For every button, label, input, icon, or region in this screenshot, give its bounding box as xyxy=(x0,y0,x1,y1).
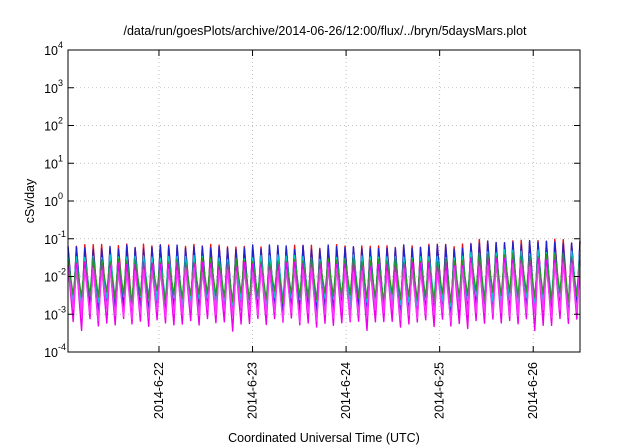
y-tick-label: 10 1 xyxy=(44,153,63,171)
x-axis-label: Coordinated Universal Time (UTC) xyxy=(228,431,420,445)
y-tick-label: 10 0 xyxy=(44,191,63,209)
y-tick-base: 10 xyxy=(44,157,58,171)
y-tick-label: 10 -2 xyxy=(44,267,66,285)
chart-title: /data/run/goesPlots/archive/2014-06-26/1… xyxy=(123,24,527,38)
y-tick-label: 10 2 xyxy=(44,116,63,134)
y-tick-exponent: -4 xyxy=(58,342,66,352)
y-tick-base: 10 xyxy=(44,120,58,134)
x-axis: 2014-6-22 2014-6-23 2014-6-24 2014-6-25 2014… xyxy=(152,50,540,419)
y-tick-exponent: 2 xyxy=(58,116,63,126)
y-tick-exponent: 1 xyxy=(58,153,63,163)
y-tick-exponent: 0 xyxy=(58,191,63,201)
series-group xyxy=(67,238,581,332)
y-tick-label: 10 -3 xyxy=(44,304,66,322)
y-tick-base: 10 xyxy=(44,346,58,360)
y-axis-label: cSv/day xyxy=(23,178,37,223)
y-tick-base: 10 xyxy=(44,44,58,58)
y-tick-exponent: -2 xyxy=(58,267,66,277)
y-tick-exponent: -3 xyxy=(58,304,66,314)
y-tick-label: 10 -1 xyxy=(44,229,66,247)
x-tick-label: 2014-6-25 xyxy=(433,362,447,419)
x-tick-label: 2014-6-22 xyxy=(152,362,166,419)
y-tick-base: 10 xyxy=(44,233,58,247)
y-tick-base: 10 xyxy=(44,195,58,209)
y-tick-base: 10 xyxy=(44,308,58,322)
x-tick-label: 2014-6-24 xyxy=(339,362,353,419)
y-tick-base: 10 xyxy=(44,82,58,96)
series-line-6 xyxy=(67,262,581,323)
y-tick-exponent: 4 xyxy=(58,40,63,50)
y-tick-base: 10 xyxy=(44,271,58,285)
x-tick-label: 2014-6-23 xyxy=(246,362,260,419)
y-tick-exponent: -1 xyxy=(58,229,66,239)
y-tick-exponent: 3 xyxy=(58,78,63,88)
y-tick-label: 10 3 xyxy=(44,78,63,96)
x-tick-label: 2014-6-26 xyxy=(526,362,540,419)
y-tick-label: 10 4 xyxy=(44,40,63,58)
y-tick-label: 10 -4 xyxy=(44,342,66,360)
